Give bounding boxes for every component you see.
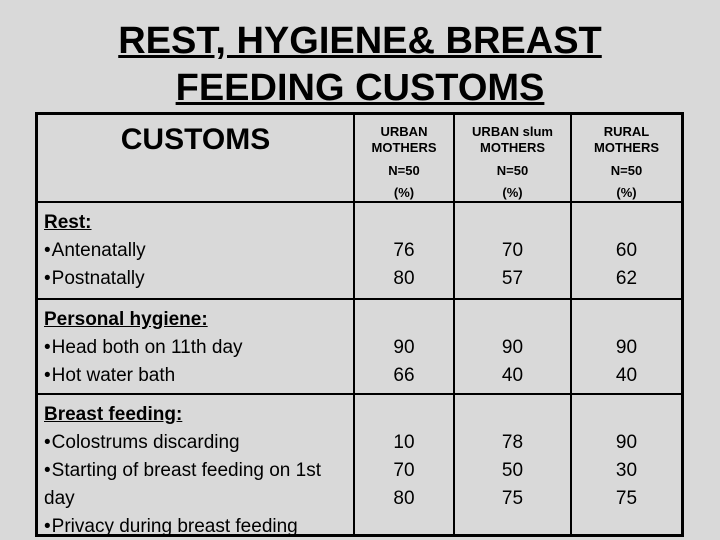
row-item-label: Hot water bath bbox=[51, 365, 176, 386]
value: 62 bbox=[615, 268, 638, 289]
slide-title: REST, HYGIENE& BREAST FEEDING CUSTOMS bbox=[0, 18, 720, 112]
row-hygiene-values-urban: 90 66 bbox=[355, 300, 455, 395]
row-hygiene-values-urban-slum: 90 40 bbox=[455, 300, 572, 395]
row-rest-values-urban: 76 80 bbox=[355, 203, 455, 300]
row-item: •Antenatally bbox=[44, 237, 347, 265]
row-breastfeeding-values-urban: 10 70 80 bbox=[355, 395, 455, 534]
row-hygiene-label-cell: Personal hygiene: •Head both on 11th day… bbox=[38, 300, 355, 395]
column-name: URBAN slum MOTHERS bbox=[472, 124, 553, 155]
value: 75 bbox=[615, 488, 638, 509]
header-cell-urban-slum-mothers: URBAN slum MOTHERS N=50 (%) bbox=[455, 115, 572, 203]
value: 66 bbox=[393, 365, 415, 386]
column-name: URBAN MOTHERS bbox=[371, 124, 437, 155]
column-percent-label: (%) bbox=[616, 185, 637, 200]
header-cell-urban-mothers: URBAN MOTHERS N=50 (%) bbox=[355, 115, 455, 203]
value: 40 bbox=[615, 365, 638, 386]
column-sample-size: N=50 bbox=[388, 163, 420, 178]
slide-title-line-1: REST, HYGIENE& BREAST bbox=[118, 20, 602, 62]
header-customs-label: CUSTOMS bbox=[120, 123, 271, 156]
row-item-label: Head both on 11th day bbox=[51, 337, 243, 358]
value: 90 bbox=[393, 337, 415, 358]
header-cell-rural-mothers: RURAL MOTHERS N=50 (%) bbox=[572, 115, 681, 203]
header-cell-customs: CUSTOMS bbox=[38, 115, 355, 203]
value: 70 bbox=[393, 460, 415, 481]
value: 90 bbox=[501, 337, 524, 358]
row-breastfeeding-label-cell: Breast feeding: •Colostrums discarding •… bbox=[38, 395, 355, 534]
bullet-icon: • bbox=[44, 365, 51, 386]
row-item-label: Colostrums discarding bbox=[51, 432, 240, 453]
value: 76 bbox=[393, 240, 415, 261]
row-rest-values-urban-slum: 70 57 bbox=[455, 203, 572, 300]
row-category-label: Breast feeding: bbox=[44, 404, 183, 425]
row-breastfeeding-values-urban-slum: 78 50 75 bbox=[455, 395, 572, 534]
value: 10 bbox=[393, 432, 415, 453]
bullet-icon: • bbox=[44, 268, 51, 289]
row-item: •Head both on 11th day bbox=[44, 334, 347, 362]
row-breastfeeding-values-rural: 90 30 75 bbox=[572, 395, 681, 534]
row-item-label: Postnatally bbox=[51, 268, 145, 289]
value: 60 bbox=[615, 240, 638, 261]
value: 30 bbox=[615, 460, 638, 481]
row-item: •Colostrums discarding bbox=[44, 429, 347, 457]
column-name: RURAL MOTHERS bbox=[594, 124, 659, 155]
row-item: •Starting of breast feeding on 1st day bbox=[44, 457, 347, 513]
value: 40 bbox=[501, 365, 524, 386]
row-item-label: Antenatally bbox=[51, 240, 146, 261]
row-item-label: Starting of breast feeding on 1st day bbox=[44, 460, 321, 509]
row-item-label: Privacy during breast feeding bbox=[51, 516, 298, 534]
value: 80 bbox=[393, 268, 415, 289]
bullet-icon: • bbox=[44, 460, 51, 481]
value: 80 bbox=[393, 488, 415, 509]
bullet-icon: • bbox=[44, 516, 51, 534]
row-category-label: Personal hygiene: bbox=[44, 309, 208, 330]
row-category-label: Rest: bbox=[44, 212, 92, 233]
bullet-icon: • bbox=[44, 240, 51, 261]
row-rest-values-rural: 60 62 bbox=[572, 203, 681, 300]
bullet-icon: • bbox=[44, 337, 51, 358]
value: 57 bbox=[501, 268, 524, 289]
column-sample-size: N=50 bbox=[610, 163, 643, 178]
value: 90 bbox=[615, 432, 638, 453]
row-hygiene-values-rural: 90 40 bbox=[572, 300, 681, 395]
value: 78 bbox=[501, 432, 524, 453]
value: 90 bbox=[615, 337, 638, 358]
column-percent-label: (%) bbox=[502, 185, 523, 200]
column-sample-size: N=50 bbox=[496, 163, 529, 178]
bullet-icon: • bbox=[44, 432, 51, 453]
row-item: •Postnatally bbox=[44, 265, 347, 293]
slide-title-line-2: FEEDING CUSTOMS bbox=[175, 67, 545, 109]
value: 75 bbox=[501, 488, 524, 509]
row-rest-label-cell: Rest: •Antenatally •Postnatally bbox=[38, 203, 355, 300]
value: 50 bbox=[501, 460, 524, 481]
column-percent-label: (%) bbox=[393, 185, 415, 200]
row-item: •Hot water bath bbox=[44, 362, 347, 390]
value: 70 bbox=[501, 240, 524, 261]
row-item: •Privacy during breast feeding bbox=[44, 513, 347, 534]
customs-table: CUSTOMS URBAN MOTHERS N=50 (%) URBAN slu… bbox=[35, 112, 684, 537]
